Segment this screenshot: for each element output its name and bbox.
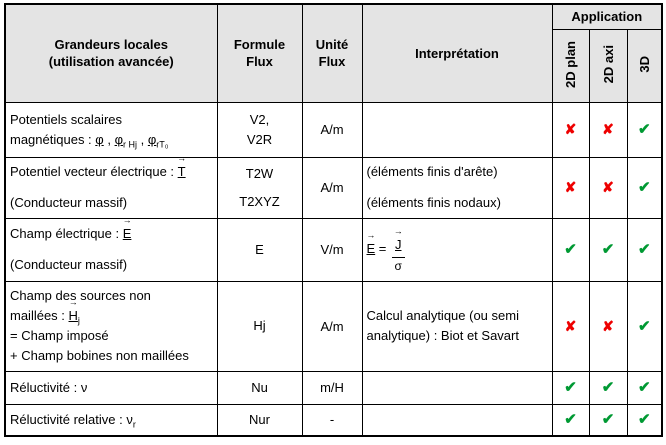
header-2d-plan: 2D plan: [551, 28, 590, 103]
vector-arrow-icon: →: [177, 157, 187, 163]
formule-cell: Nu: [216, 370, 303, 405]
check-cell: ✔: [551, 403, 590, 437]
header-grandeurs-line1: Grandeurs locales: [54, 37, 168, 53]
header-unite-flux: Unité Flux: [301, 3, 363, 103]
check-cell: ✔: [551, 370, 590, 405]
cross-cell: ✘: [551, 101, 590, 158]
grandeur-cell: Réluctivité relative : νr: [4, 403, 218, 437]
check-cell: ✔: [588, 403, 628, 437]
vector-arrow-icon: →: [366, 229, 376, 240]
grandeur-cell: Réluctivité : ν: [4, 370, 218, 405]
grandeur-cell: Champ des sources non maillées : → Hj = Cha…: [4, 280, 218, 372]
formule-cell: E: [216, 217, 303, 282]
check-cell: ✔: [626, 217, 663, 282]
header-formule-flux: Formule Flux: [216, 3, 303, 103]
vector-arrow-icon: →: [393, 226, 403, 236]
cross-icon: ✘: [602, 121, 614, 137]
check-icon: ✔: [564, 411, 577, 429]
cross-cell: ✘: [588, 101, 628, 158]
cross-cell: ✘: [551, 280, 590, 372]
check-cell: ✔: [588, 370, 628, 405]
formule-cell: V2, V2R: [216, 101, 303, 158]
check-icon: ✔: [637, 411, 651, 429]
vector-arrow-icon: →: [68, 297, 78, 307]
header-grandeurs-line2: (utilisation avancée): [48, 54, 174, 70]
check-cell: ✔: [626, 370, 663, 405]
interpretation-cell: [361, 101, 553, 158]
formule-cell: T2W T2XYZ: [216, 156, 303, 219]
cross-cell: ✘: [551, 156, 590, 219]
unite-cell: -: [301, 403, 363, 437]
vector-arrow-icon: →: [122, 218, 132, 225]
check-cell: ✔: [626, 156, 663, 219]
check-icon: ✔: [637, 317, 651, 335]
check-cell: ✔: [588, 217, 628, 282]
check-icon: ✔: [601, 379, 615, 396]
table-header: Grandeurs locales (utilisation avancée) …: [4, 3, 663, 103]
interpretation-cell: Calcul analytique (ou semi analytique) : …: [361, 280, 553, 372]
unite-cell: m/H: [301, 370, 363, 405]
check-icon: ✔: [601, 411, 615, 429]
check-icon: ✔: [564, 241, 577, 258]
grandeurs-locales-table: Grandeurs locales (utilisation avancée) …: [4, 3, 664, 437]
check-icon: ✔: [637, 121, 651, 138]
grandeur-cell: Potentiel vecteur électrique : → T (Conduc…: [4, 156, 218, 219]
unite-cell: A/m: [301, 156, 363, 219]
grandeur-cell: Potentiels scalaires magnétiques : φ , φr…: [4, 101, 218, 158]
check-icon: ✔: [637, 241, 651, 258]
unite-cell: V/m: [301, 217, 363, 282]
table-body: Potentiels scalaires magnétiques : φ , φr…: [4, 101, 663, 437]
cross-icon: ✘: [602, 317, 614, 334]
formule-cell: Nur: [216, 403, 303, 437]
check-icon: ✔: [637, 379, 651, 396]
table-row: Potentiels scalaires magnétiques : φ , φr…: [4, 101, 663, 158]
header-2d-axi: 2D axi: [588, 28, 628, 103]
check-cell: ✔: [551, 217, 590, 282]
check-cell: ✔: [626, 101, 663, 158]
cross-icon: ✘: [564, 121, 577, 137]
check-icon: ✔: [637, 179, 651, 196]
unite-cell: A/m: [301, 280, 363, 372]
header-interpretation: Interprétation: [361, 3, 553, 103]
interpretation-cell: (éléments finis d'arête) (éléments finis …: [361, 156, 553, 219]
check-icon: ✔: [601, 241, 615, 258]
table-row: Réluctivité relative : νr Nur - ✔ ✔ ✔: [4, 403, 663, 437]
cross-icon: ✘: [602, 179, 614, 195]
table-row: Potentiel vecteur électrique : → T (Conduc…: [4, 156, 663, 219]
unite-cell: A/m: [301, 101, 363, 158]
formule-cell: Hj: [216, 280, 303, 372]
check-cell: ✔: [626, 280, 663, 372]
interpretation-cell: [361, 370, 553, 405]
table-row: Réluctivité : ν Nu m/H ✔ ✔ ✔: [4, 370, 663, 405]
cross-cell: ✘: [588, 156, 628, 219]
table-row: Champ des sources non maillées : → Hj = Cha…: [4, 280, 663, 372]
check-cell: ✔: [626, 403, 663, 437]
grandeur-cell: Champ électrique : → E (Conducteur massif): [4, 217, 218, 282]
header-3d: 3D: [626, 28, 663, 103]
check-icon: ✔: [564, 379, 577, 396]
table-row: Champ électrique : → E (Conducteur massif)…: [4, 217, 663, 282]
header-application: Application: [551, 3, 663, 30]
header-grandeurs-locales: Grandeurs locales (utilisation avancée): [4, 3, 218, 103]
cross-icon: ✘: [564, 317, 577, 334]
interpretation-cell: [361, 403, 553, 437]
cross-icon: ✘: [564, 179, 577, 195]
cross-cell: ✘: [588, 280, 628, 372]
